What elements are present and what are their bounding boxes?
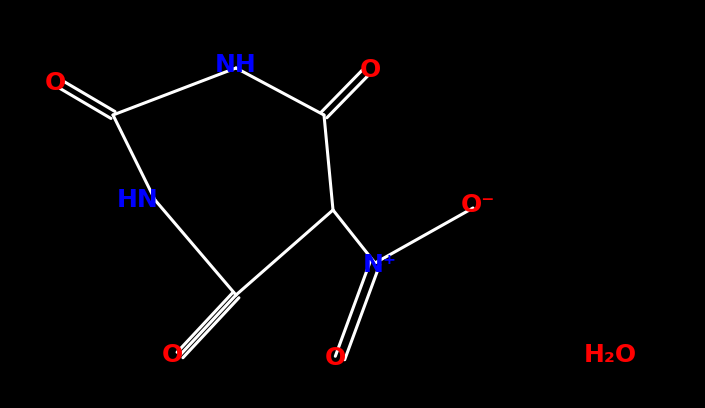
Text: O: O — [161, 343, 183, 367]
Text: N⁺: N⁺ — [363, 253, 397, 277]
Text: O: O — [44, 71, 66, 95]
Text: NH: NH — [215, 53, 257, 77]
Text: O: O — [360, 58, 381, 82]
Text: H₂O: H₂O — [584, 343, 637, 367]
Text: O⁻: O⁻ — [461, 193, 495, 217]
Text: O: O — [324, 346, 345, 370]
Text: HN: HN — [117, 188, 159, 212]
